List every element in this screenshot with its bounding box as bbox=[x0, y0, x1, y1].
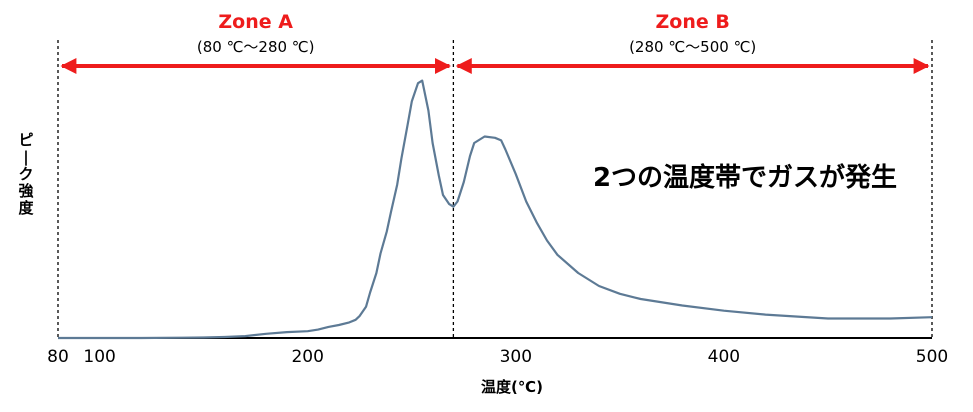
zone-title-1: Zone B bbox=[656, 11, 730, 33]
x-axis-title: 温度(℃) bbox=[481, 378, 543, 396]
y-axis-title-char-0: ピ bbox=[18, 131, 33, 149]
x-tick-label-400: 400 bbox=[708, 347, 740, 367]
x-tick-label-500: 500 bbox=[916, 347, 948, 367]
zone-annotations: Zone A (80 ℃～280 ℃) Zone B (280 ℃～500 ℃) bbox=[60, 11, 930, 74]
zone-range-0: (80 ℃～280 ℃) bbox=[197, 38, 315, 56]
zone-range-1: (280 ℃～500 ℃) bbox=[629, 38, 756, 56]
zone-title-0: Zone A bbox=[218, 11, 293, 33]
y-axis-title-char-3: 強 bbox=[18, 182, 33, 200]
y-axis-title: ピ|ク強度 bbox=[18, 131, 34, 217]
x-tick-labels: 80 100 200 300 400 500 bbox=[47, 347, 948, 367]
x-tick-label-200: 200 bbox=[291, 347, 323, 367]
x-tick-label-80: 80 bbox=[47, 347, 69, 367]
series-line bbox=[58, 79, 933, 340]
x-tick-label-100: 100 bbox=[83, 347, 115, 367]
y-axis-title-char-4: 度 bbox=[18, 199, 34, 217]
x-tick-label-300: 300 bbox=[500, 347, 532, 367]
y-axis-title-char-2: ク bbox=[18, 165, 33, 183]
zone-boundaries bbox=[57, 40, 933, 338]
y-axis-title-char-1: | bbox=[23, 148, 28, 167]
annotation-text: 2つの温度帯でガスが発生 bbox=[593, 162, 897, 193]
